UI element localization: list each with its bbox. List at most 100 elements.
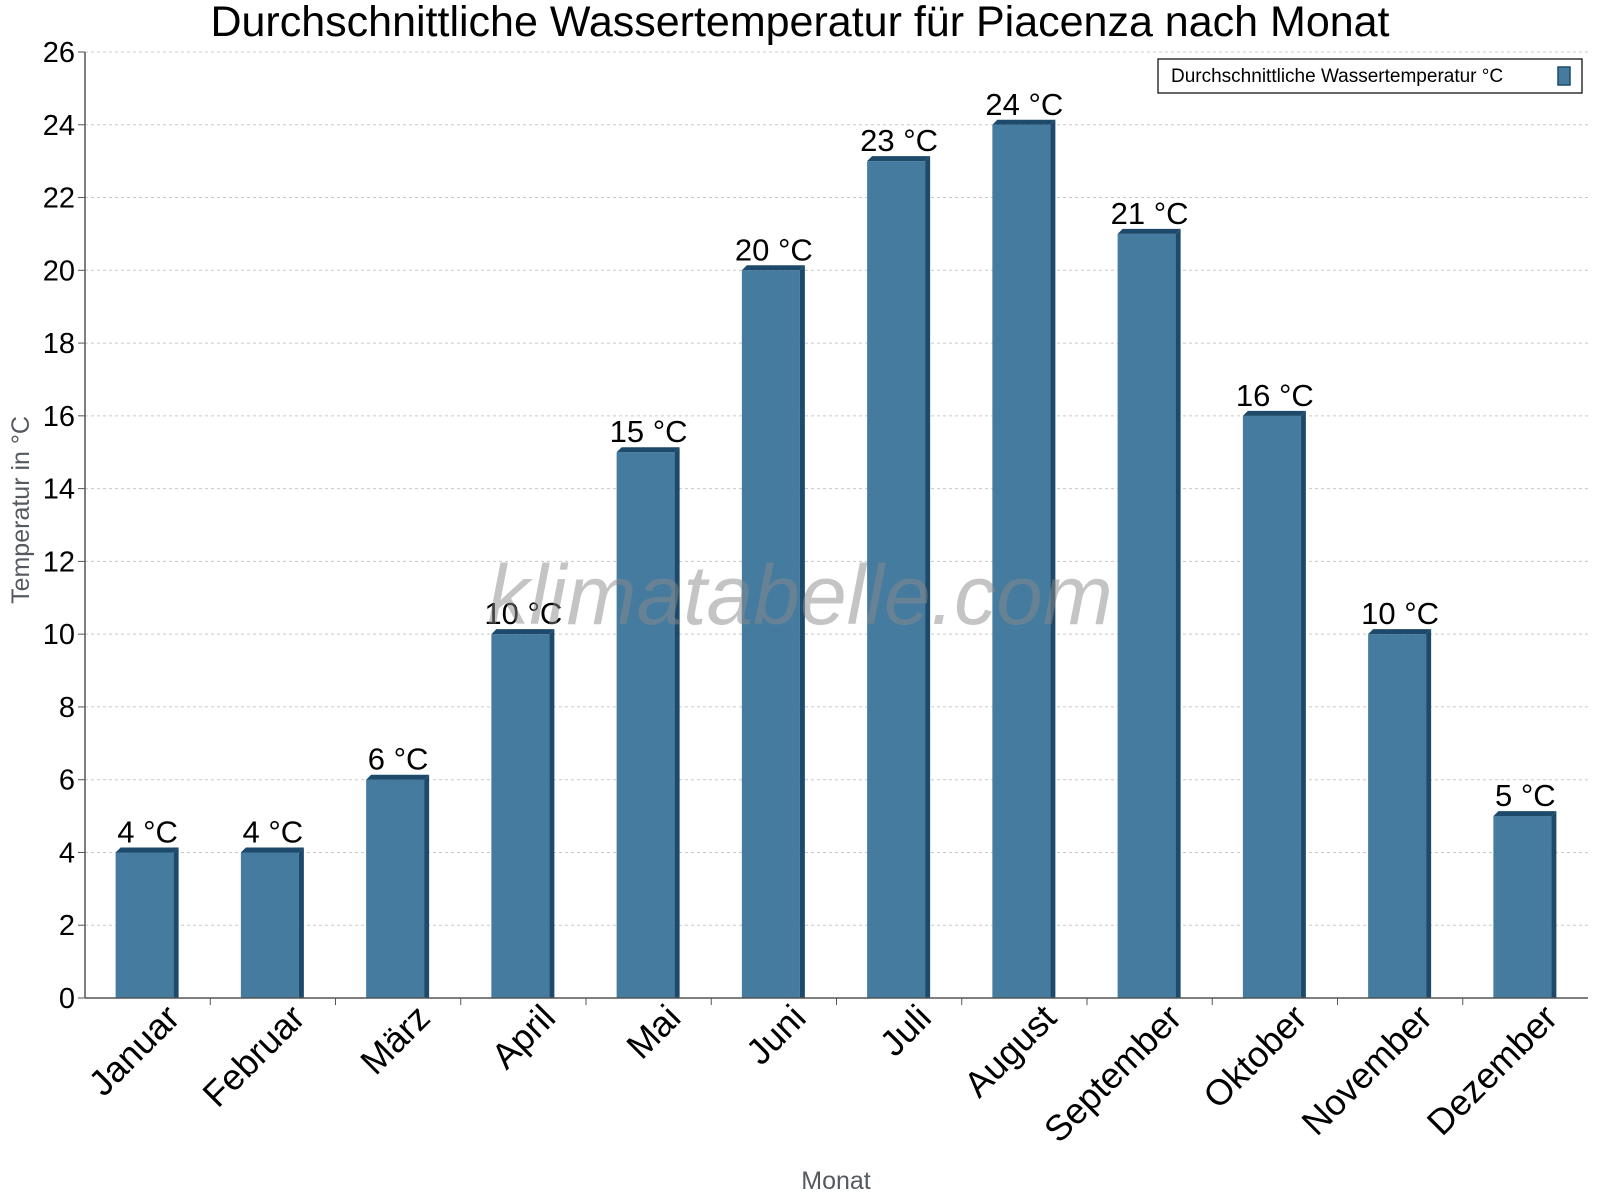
x-tick-label: September: [1036, 997, 1190, 1151]
bar-face: [491, 634, 550, 998]
bar-top: [1493, 811, 1557, 817]
data-label: 10 °C: [484, 596, 562, 631]
bar: [992, 119, 1056, 999]
data-label: 20 °C: [735, 232, 813, 267]
bar-face: [1368, 634, 1427, 998]
bar-face: [1117, 233, 1176, 998]
data-label: 10 °C: [1361, 596, 1439, 631]
bar: [491, 629, 555, 998]
x-tick-label: Dezember: [1419, 997, 1565, 1143]
x-tick-label: Mai: [618, 997, 688, 1067]
bar-top: [491, 629, 555, 635]
bar: [616, 447, 680, 998]
bar-side: [298, 847, 304, 998]
data-label: 23 °C: [860, 123, 938, 158]
bar: [1493, 811, 1557, 998]
y-tick-label: 20: [43, 255, 75, 287]
bar-face: [115, 852, 174, 998]
y-tick-label: 18: [43, 328, 75, 360]
data-label: 4 °C: [243, 814, 304, 849]
bar-face: [992, 124, 1051, 999]
y-tick-label: 6: [59, 765, 75, 797]
data-label: 5 °C: [1495, 778, 1556, 813]
bar: [240, 847, 304, 998]
bar-top: [992, 119, 1056, 125]
x-tick-label: Oktober: [1195, 997, 1315, 1117]
y-tick-label: 10: [43, 619, 75, 651]
y-tick-label: 0: [59, 983, 75, 1015]
bar: [1242, 410, 1306, 998]
bar-side: [799, 265, 805, 998]
bar-top: [1242, 410, 1306, 416]
legend-label: Durchschnittliche Wassertemperatur °C: [1171, 66, 1503, 87]
bar-face: [1242, 415, 1301, 998]
x-axis-label: Monat: [801, 1167, 871, 1195]
bar-top: [366, 774, 430, 780]
x-tick-label: April: [483, 997, 563, 1077]
x-tick-label: Januar: [80, 997, 187, 1104]
grid-lines: [85, 51, 1588, 926]
bar-top: [741, 265, 805, 271]
bar-face: [240, 852, 299, 998]
bar-top: [240, 847, 304, 853]
axes: [84, 52, 1588, 999]
bar: [1117, 228, 1181, 998]
y-tick-label: 24: [43, 110, 75, 142]
bar-side: [925, 156, 931, 999]
bar-top: [1117, 228, 1181, 234]
data-label: 16 °C: [1236, 378, 1314, 413]
bar: [115, 847, 179, 998]
x-tick-label: November: [1293, 997, 1439, 1143]
bar-face: [867, 161, 926, 999]
y-tick-label: 8: [59, 692, 75, 724]
bar-top: [867, 156, 931, 162]
bar-face: [616, 452, 675, 998]
bar-face: [1493, 816, 1552, 998]
bar-side: [173, 847, 179, 998]
bar-side: [1175, 228, 1181, 998]
y-tick-label: 14: [43, 474, 75, 506]
bar-side: [1050, 119, 1056, 999]
bar-side: [1426, 629, 1432, 998]
bar-face: [741, 270, 800, 998]
bar: [741, 265, 805, 998]
bar-side: [424, 774, 430, 998]
legend-swatch: [1557, 66, 1571, 86]
bar-side: [674, 447, 680, 998]
bar-top: [1368, 629, 1432, 635]
y-tick-label: 12: [43, 546, 75, 578]
chart-title: Durchschnittliche Wassertemperatur für P…: [210, 0, 1389, 46]
y-axis-label: Temperatur in °C: [7, 416, 35, 604]
bar-side: [549, 629, 555, 998]
x-tick-label: August: [956, 997, 1064, 1105]
legend: Durchschnittliche Wassertemperatur °C: [1157, 58, 1583, 94]
y-tick-label: 2: [59, 910, 75, 942]
data-label: 15 °C: [610, 414, 688, 449]
bar: [1368, 629, 1432, 998]
y-tick-label: 22: [43, 183, 75, 215]
data-label: 24 °C: [985, 87, 1063, 122]
x-axis-ticks: Januar Februar März April Mai Juni Juli AugustS…: [80, 997, 1565, 1151]
x-tick-label: Februar: [194, 997, 312, 1115]
bar-side: [1551, 811, 1557, 998]
data-label: 6 °C: [368, 742, 429, 777]
data-label: 4 °C: [117, 814, 178, 849]
bars: [115, 119, 1557, 999]
bar-top: [616, 447, 680, 453]
data-labels: 4 °C 4 °C 6 °C 10 °C 15 °C 20 °C 23 °C 24 °C 21 …: [117, 87, 1555, 850]
bar-side: [1300, 410, 1306, 998]
legend-box: [1157, 58, 1583, 94]
bar-top: [115, 847, 179, 853]
bar: [867, 156, 931, 999]
bar-face: [366, 779, 425, 998]
y-tick-label: 4: [59, 837, 75, 869]
watermark: klimatabelle.com: [487, 548, 1113, 642]
x-tick-label: Juni: [738, 997, 814, 1073]
x-tick-label: März: [352, 997, 438, 1083]
bar: [366, 774, 430, 998]
x-tick-label: Juli: [872, 997, 939, 1064]
data-label: 21 °C: [1111, 196, 1189, 231]
y-tick-label: 16: [43, 401, 75, 433]
